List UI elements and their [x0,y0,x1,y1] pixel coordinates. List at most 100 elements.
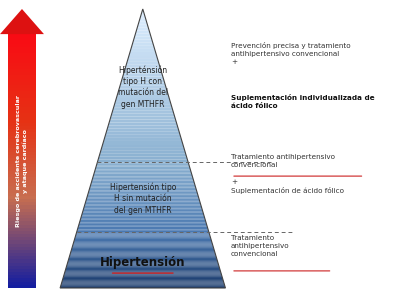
Polygon shape [8,158,36,161]
Polygon shape [8,202,36,206]
Polygon shape [8,244,36,247]
Polygon shape [8,269,36,272]
Polygon shape [8,224,36,228]
Polygon shape [69,257,216,258]
Polygon shape [75,238,211,239]
Polygon shape [8,136,36,139]
Polygon shape [8,37,36,41]
Polygon shape [76,234,210,236]
Polygon shape [110,116,176,119]
Polygon shape [8,94,36,98]
Polygon shape [85,203,201,204]
Polygon shape [60,286,225,287]
Polygon shape [80,221,206,222]
Polygon shape [8,237,36,240]
Polygon shape [73,242,212,243]
Polygon shape [106,129,179,132]
Text: Suplementación individualizada de
ácido fólico: Suplementación individualizada de ácido … [231,94,375,109]
Polygon shape [74,239,211,240]
Polygon shape [8,120,36,123]
Polygon shape [96,164,189,165]
Polygon shape [8,69,36,72]
Polygon shape [62,280,224,281]
Polygon shape [100,150,186,153]
Polygon shape [114,101,171,104]
Polygon shape [8,40,36,43]
Polygon shape [69,258,217,259]
Polygon shape [68,259,217,260]
Polygon shape [8,196,36,199]
Polygon shape [8,107,36,110]
Polygon shape [8,285,36,288]
Polygon shape [87,194,198,196]
Polygon shape [116,98,170,101]
Polygon shape [8,183,36,186]
Polygon shape [62,279,223,280]
Polygon shape [8,247,36,250]
Polygon shape [61,284,224,285]
Polygon shape [124,67,161,70]
Polygon shape [66,268,220,269]
Polygon shape [80,220,206,221]
Polygon shape [77,230,208,231]
Polygon shape [8,145,36,148]
Polygon shape [8,266,36,269]
Polygon shape [104,135,181,138]
Polygon shape [8,250,36,253]
Polygon shape [8,262,36,266]
Polygon shape [83,210,203,211]
Polygon shape [101,147,185,150]
Polygon shape [81,215,204,217]
Polygon shape [67,263,218,265]
Polygon shape [121,80,164,83]
Polygon shape [117,92,168,95]
Polygon shape [8,126,36,129]
Polygon shape [8,260,36,262]
Polygon shape [138,21,147,24]
Polygon shape [82,211,203,213]
Polygon shape [8,167,36,171]
Polygon shape [78,228,208,230]
Polygon shape [8,59,36,63]
Polygon shape [68,260,218,261]
Polygon shape [83,208,202,210]
Polygon shape [90,188,196,189]
Polygon shape [8,186,36,190]
Polygon shape [127,58,158,61]
Polygon shape [78,225,207,226]
Polygon shape [68,261,218,262]
Polygon shape [86,197,199,199]
Polygon shape [8,199,36,202]
Polygon shape [92,181,194,182]
Polygon shape [8,98,36,101]
Polygon shape [102,144,184,147]
Polygon shape [8,142,36,145]
Polygon shape [8,209,36,212]
Polygon shape [8,139,36,142]
Polygon shape [62,282,224,284]
Polygon shape [94,171,191,172]
Polygon shape [87,196,198,197]
Polygon shape [67,265,219,266]
Polygon shape [61,285,225,286]
Polygon shape [70,252,215,253]
Polygon shape [8,234,36,237]
Polygon shape [8,275,36,278]
Polygon shape [95,169,191,171]
Polygon shape [8,75,36,79]
Polygon shape [92,179,194,181]
Polygon shape [84,206,202,207]
Polygon shape [80,218,205,220]
Polygon shape [8,50,36,53]
Text: +
Suplementación de ácido fólico: + Suplementación de ácido fólico [231,179,344,194]
Polygon shape [8,212,36,215]
Polygon shape [85,202,200,203]
Polygon shape [71,251,215,252]
Polygon shape [112,110,174,113]
Polygon shape [88,192,197,193]
Polygon shape [8,174,36,177]
Polygon shape [99,153,186,156]
Polygon shape [129,52,156,55]
Polygon shape [64,276,222,277]
Text: Hipertensión: Hipertensión [100,256,186,269]
